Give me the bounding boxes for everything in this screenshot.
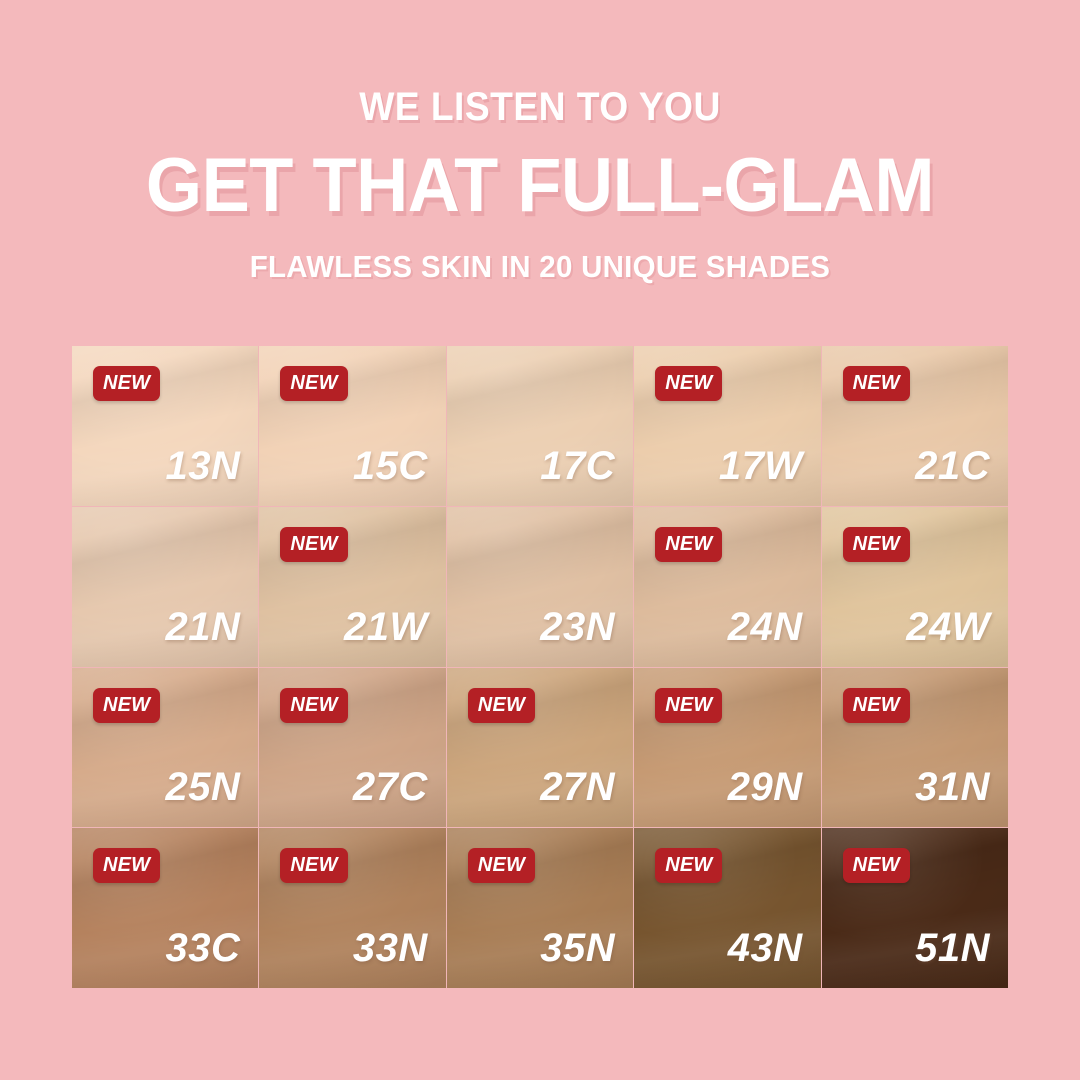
shade-swatch-15c[interactable]: NEW 15C	[259, 346, 446, 506]
shade-swatch-31n[interactable]: NEW 31N	[821, 667, 1008, 828]
new-badge: NEW	[467, 687, 536, 723]
shade-code-label: 13N	[165, 443, 241, 488]
shade-code-label: 51N	[915, 926, 990, 970]
swatch-texture-highlight	[72, 506, 259, 616]
new-badge: NEW	[655, 366, 723, 401]
subtitle-text: FLAWLESS SKIN IN 20 UNIQUE SHADES	[249, 249, 831, 284]
shade-swatch-13n[interactable]: NEW 13N	[72, 346, 259, 506]
new-badge: NEW	[655, 526, 723, 562]
shade-code-label: 17C	[540, 443, 616, 488]
shade-code-label: 17W	[718, 443, 803, 488]
shade-code-label: 21W	[344, 604, 428, 649]
shade-code-label: 43N	[727, 926, 803, 970]
shade-code-label: 27N	[540, 765, 616, 810]
new-badge: NEW	[280, 526, 348, 562]
shade-swatch-23n[interactable]: 23N	[446, 506, 634, 667]
shade-swatch-17w[interactable]: NEW 17W	[634, 346, 821, 506]
swatch-texture-highlight	[446, 506, 634, 616]
new-badge: NEW	[655, 848, 723, 884]
swatch-texture-highlight	[446, 346, 634, 456]
shade-code-label: 35N	[540, 926, 616, 970]
page-title: GET THAT FULL-GLAM	[145, 143, 935, 228]
shade-code-label: 24N	[727, 604, 803, 649]
shade-swatch-24n[interactable]: NEW 24N	[634, 506, 821, 667]
shade-swatch-43n[interactable]: NEW 43N	[634, 828, 821, 988]
shade-swatch-21n[interactable]: 21N	[72, 506, 259, 667]
shade-swatch-33c[interactable]: NEW 33C	[72, 828, 259, 988]
shade-code-label: 27C	[352, 765, 428, 810]
shade-swatch-17c[interactable]: 17C	[446, 346, 634, 506]
shade-code-label: 24W	[906, 604, 990, 649]
shade-code-label: 33C	[165, 926, 241, 970]
shade-swatch-29n[interactable]: NEW 29N	[634, 667, 821, 828]
shade-swatch-33n[interactable]: NEW 33N	[259, 828, 446, 988]
shade-swatch-21w[interactable]: NEW 21W	[259, 506, 446, 667]
new-badge: NEW	[842, 366, 910, 401]
shade-code-label: 25N	[165, 765, 241, 810]
shade-swatch-25n[interactable]: NEW 25N	[72, 667, 259, 828]
new-badge: NEW	[93, 366, 161, 401]
shade-code-label: 33N	[352, 926, 428, 970]
new-badge: NEW	[93, 687, 161, 723]
shade-code-label: 15C	[352, 443, 428, 488]
new-badge: NEW	[842, 526, 910, 562]
shade-code-label: 31N	[915, 765, 990, 810]
shade-swatch-27n[interactable]: NEW 27N	[446, 667, 634, 828]
shade-code-label: 21N	[165, 604, 241, 649]
shade-swatch-51n[interactable]: NEW 51N	[821, 828, 1008, 988]
new-badge: NEW	[655, 687, 723, 723]
shade-code-label: 23N	[540, 604, 616, 649]
poster-header: WE LISTEN TO YOU GET THAT FULL-GLAM FLAW…	[0, 86, 1080, 284]
shade-code-label: 21C	[915, 443, 990, 488]
new-badge: NEW	[842, 848, 910, 884]
new-badge: NEW	[467, 848, 536, 884]
shade-swatch-24w[interactable]: NEW 24W	[821, 506, 1008, 667]
shade-code-label: 29N	[727, 765, 803, 810]
new-badge: NEW	[280, 366, 348, 401]
shade-swatch-35n[interactable]: NEW 35N	[446, 828, 634, 988]
new-badge: NEW	[280, 848, 348, 884]
new-badge: NEW	[842, 687, 910, 723]
shade-swatch-21c[interactable]: NEW 21C	[821, 346, 1008, 506]
shade-swatch-grid: NEW 13N NEW 15C 17C NEW 17W NEW 21C 21N NEW 21W 23N N…	[72, 346, 1008, 988]
new-badge: NEW	[280, 687, 348, 723]
eyebrow-text: WE LISTEN TO YOU	[359, 85, 721, 129]
new-badge: NEW	[93, 848, 161, 884]
shade-swatch-27c[interactable]: NEW 27C	[259, 667, 446, 828]
